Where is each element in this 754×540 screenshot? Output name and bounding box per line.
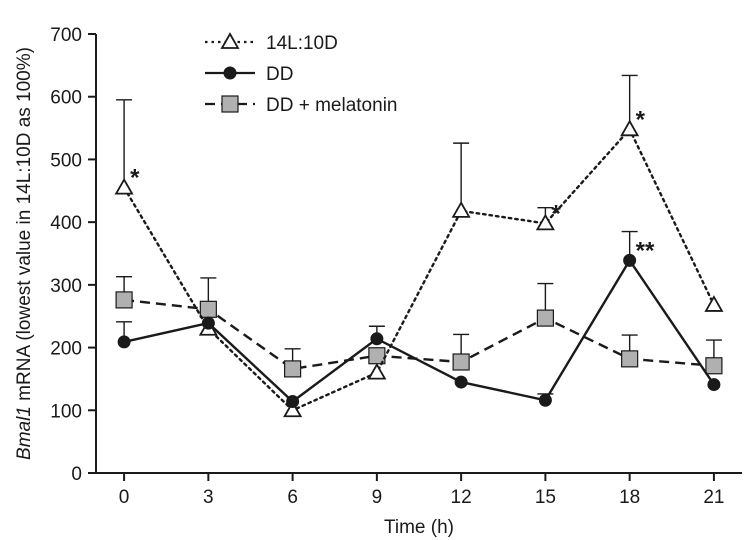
triangle-marker [535, 213, 555, 231]
x-tick-label: 15 [535, 487, 556, 508]
x-tick-label: 9 [372, 487, 383, 508]
significance-label: * [636, 106, 646, 133]
series-dd-melatonin [115, 276, 723, 378]
y-axis-label-rest: mRNA (lowest value in 14L:10D as 100%) [14, 47, 35, 406]
circle-marker [117, 335, 131, 349]
legend-item-dd-melatonin: DD + melatonin [205, 95, 397, 116]
significance-label: ** [636, 237, 655, 264]
series-line [123, 298, 715, 371]
triangle-marker [620, 119, 640, 137]
significance-label: * [551, 200, 561, 227]
x-tick-label: 18 [619, 487, 640, 508]
square-marker [705, 357, 723, 375]
x-tick-label: 3 [203, 487, 214, 508]
y-tick-label: 0 [71, 464, 82, 485]
triangle-marker [704, 295, 724, 312]
square-marker [452, 353, 470, 371]
legend-label: DD [266, 64, 293, 85]
circle-marker [454, 375, 468, 389]
square-marker [115, 291, 133, 309]
y-tick-label: 600 [50, 88, 82, 109]
y-axis-label: Bmal1 mRNA (lowest value in 14L:10D as 1… [14, 47, 35, 460]
triangle-marker [283, 400, 303, 418]
y-tick-label: 200 [50, 339, 82, 360]
y-tick-label: 100 [50, 401, 82, 422]
square-marker [536, 309, 554, 327]
circle-marker [286, 395, 300, 409]
circle-marker [707, 378, 721, 392]
square-marker [284, 360, 302, 378]
circle-marker [623, 253, 637, 267]
x-tick-label: 0 [119, 487, 130, 508]
legend: 14L:10D DD DD + melatonin [205, 32, 397, 116]
triangle-marker [451, 201, 471, 218]
x-tick-label: 21 [703, 487, 724, 508]
triangle-marker [367, 362, 387, 380]
legend-circle-marker [223, 66, 237, 80]
circle-marker [201, 316, 215, 330]
series-line [122, 127, 716, 412]
legend-label: 14L:10D [266, 33, 338, 54]
series-line [123, 258, 715, 404]
significance-label: * [130, 165, 140, 192]
x-tick-label: 6 [287, 487, 298, 508]
series-layer: ***** [114, 74, 724, 418]
square-marker [199, 300, 217, 318]
triangle-marker [114, 177, 134, 195]
series-14l-10d: *** [114, 74, 724, 418]
y-tick-label: 400 [50, 213, 82, 234]
y-tick-label: 700 [50, 25, 82, 46]
circle-marker [370, 332, 384, 346]
circle-marker [538, 393, 552, 407]
y-tick-label: 500 [50, 150, 82, 171]
y-axis-label-gene: Bmal1 [14, 406, 35, 460]
square-marker [621, 350, 639, 368]
axes: 0 100 200 300 400 500 600 700 0 3 6 9 12 15 18 21 [50, 25, 742, 508]
x-axis-label: Time (h) [384, 517, 454, 538]
legend-item-14l-10d: 14L:10D [205, 32, 338, 54]
legend-triangle-marker [220, 32, 240, 49]
legend-square-marker [221, 95, 239, 113]
y-tick-label: 300 [50, 276, 82, 297]
legend-item-dd: DD [205, 64, 293, 85]
series-dd: ** [116, 230, 721, 409]
legend-label: DD + melatonin [266, 95, 397, 116]
x-tick-label: 12 [451, 487, 472, 508]
